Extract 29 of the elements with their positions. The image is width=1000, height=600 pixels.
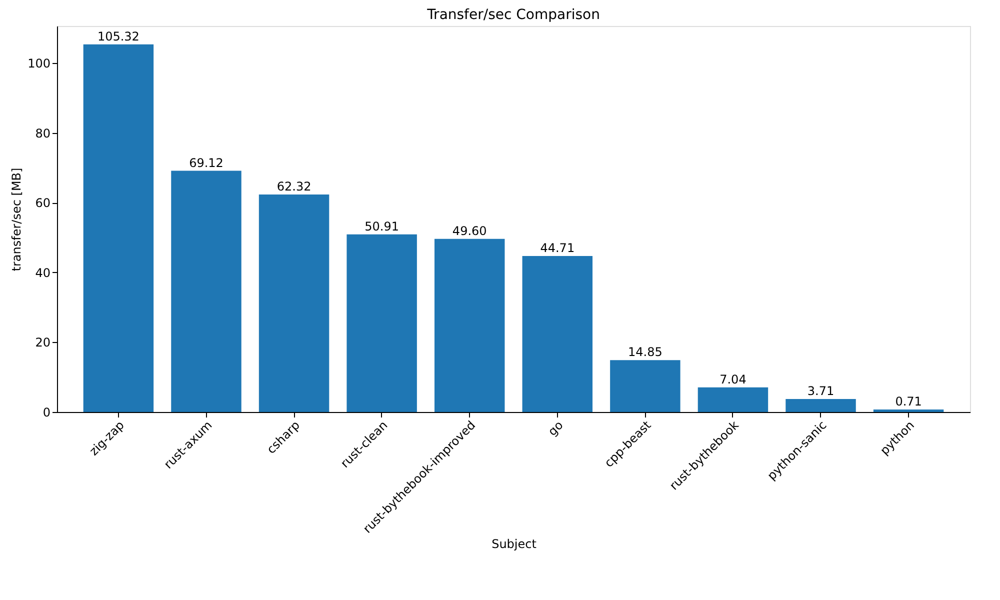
data-label: 44.71	[540, 240, 575, 255]
data-label: 14.85	[628, 345, 662, 360]
bar	[786, 399, 856, 412]
bar	[171, 170, 242, 412]
y-tick-label: 60	[35, 196, 50, 210]
data-label: 3.71	[807, 384, 834, 398]
bar	[346, 234, 417, 412]
data-label: 105.32	[97, 29, 140, 44]
data-label: 49.60	[452, 224, 487, 238]
x-tick-label: go	[545, 418, 566, 439]
y-tick-label: 100	[28, 56, 50, 70]
data-label: 62.32	[276, 180, 312, 194]
bar	[610, 360, 680, 412]
bar	[698, 387, 768, 412]
y-tick-label: 20	[35, 336, 50, 350]
chart-title: Transfer/sec Comparison	[426, 7, 600, 23]
bar	[522, 256, 593, 412]
y-tick-label: 80	[35, 126, 50, 140]
data-label: 7.04	[720, 372, 746, 386]
data-label: 0.71	[895, 394, 922, 409]
bar	[83, 44, 154, 412]
y-tick-label: 0	[42, 406, 50, 420]
bar	[434, 238, 505, 412]
data-label: 69.12	[189, 156, 224, 170]
y-axis-title: transfer/sec [MB]	[10, 168, 24, 272]
data-label: 50.91	[364, 219, 399, 234]
x-axis-title: Subject	[492, 537, 537, 552]
y-tick-label: 40	[35, 266, 50, 280]
bar	[258, 194, 330, 412]
